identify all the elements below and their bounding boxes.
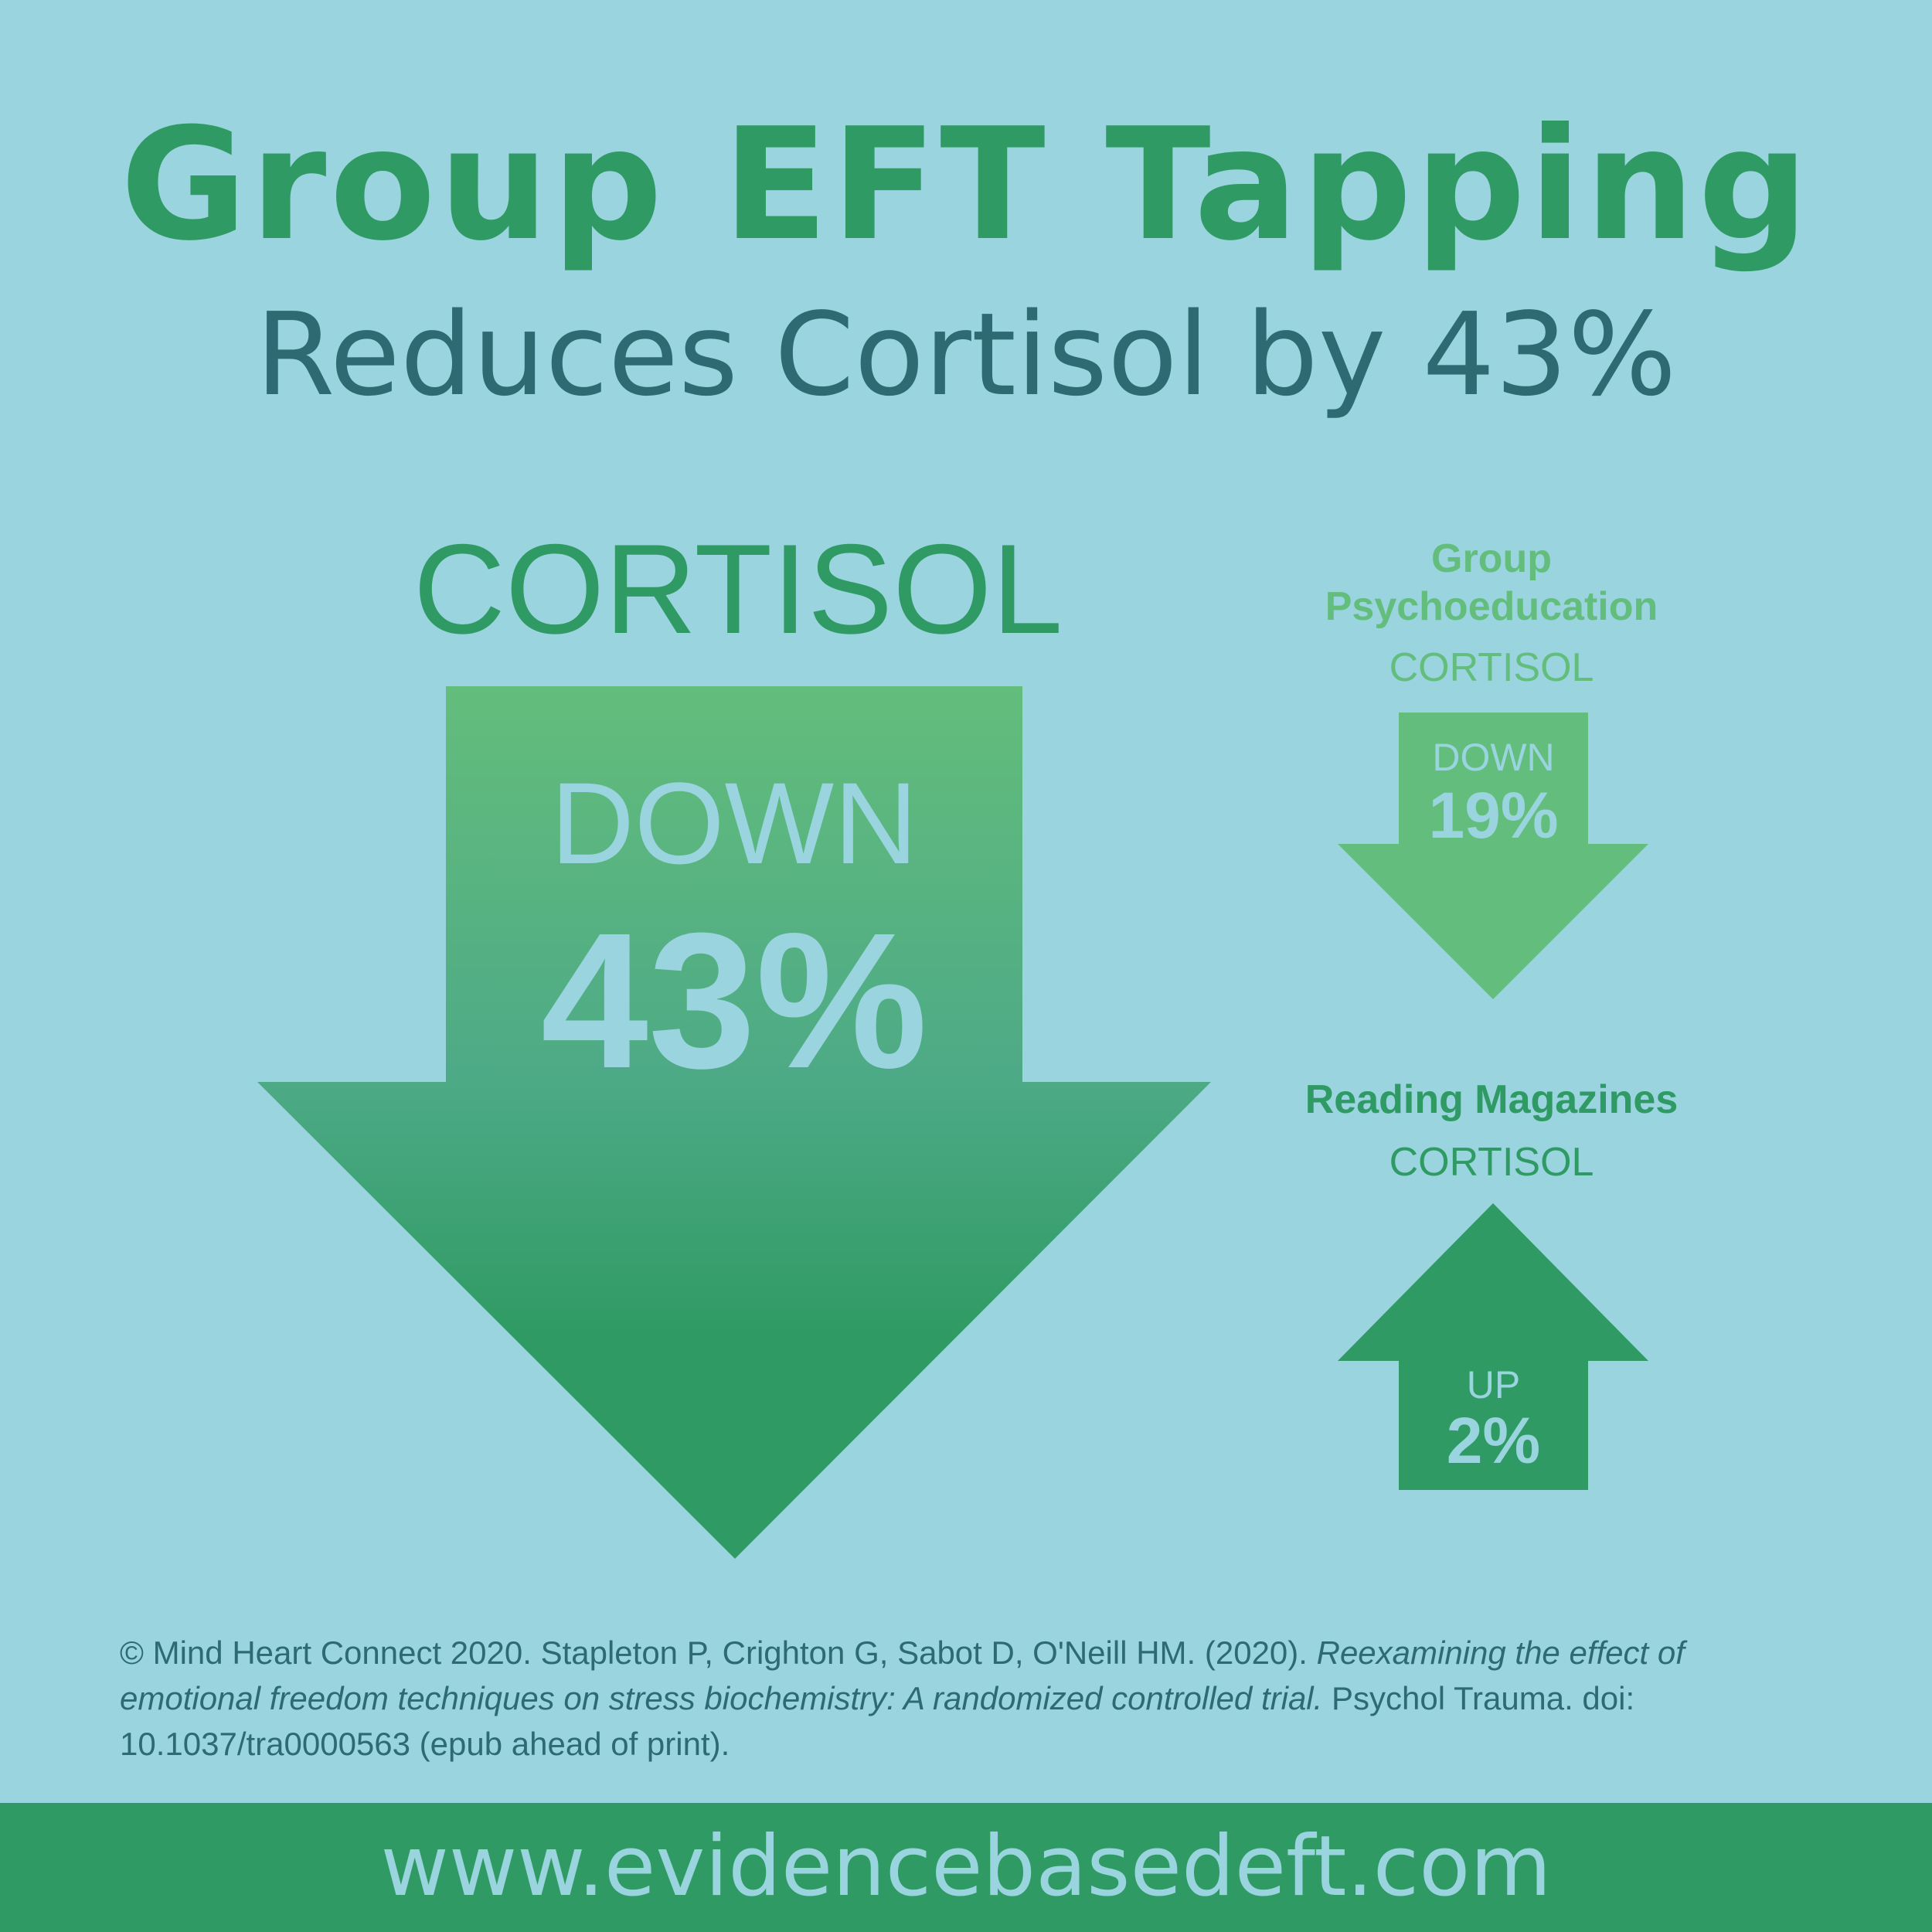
page-title: Group EFT Tapping (120, 95, 1812, 275)
psychoeducation-direction-label: DOWN (1432, 736, 1555, 779)
footer-bar (0, 1803, 1932, 1932)
magazines-direction-label: UP (1466, 1363, 1521, 1406)
citation-text: © Mind Heart Connect 2020. Stapleton P, … (120, 1634, 1685, 1762)
psychoeducation-group-label: Group Psychoeducation (1325, 536, 1658, 630)
main-cortisol-label: CORTISOL (413, 518, 1063, 660)
psychoeducation-percent-value: 19% (1428, 779, 1559, 852)
magazines-group-label: Reading Magazines (1304, 1077, 1679, 1122)
magazines-cortisol-label: CORTISOL (1389, 1140, 1594, 1185)
magazines-percent-value: 2% (1446, 1404, 1541, 1477)
main-arrow-shape (257, 686, 1211, 1559)
psychoeducation-cortisol-label: CORTISOL (1389, 645, 1594, 690)
psychoeducation-arrow-shape (1338, 713, 1648, 999)
main-direction-label: DOWN (550, 758, 918, 888)
magazines-arrow-shape (1338, 1203, 1648, 1490)
main-percent-value: 43% (540, 893, 928, 1108)
page-subtitle: Reduces Cortisol by 43% (255, 288, 1677, 421)
footer-url[interactable]: www.evidencebasedeft.com (380, 1818, 1552, 1915)
